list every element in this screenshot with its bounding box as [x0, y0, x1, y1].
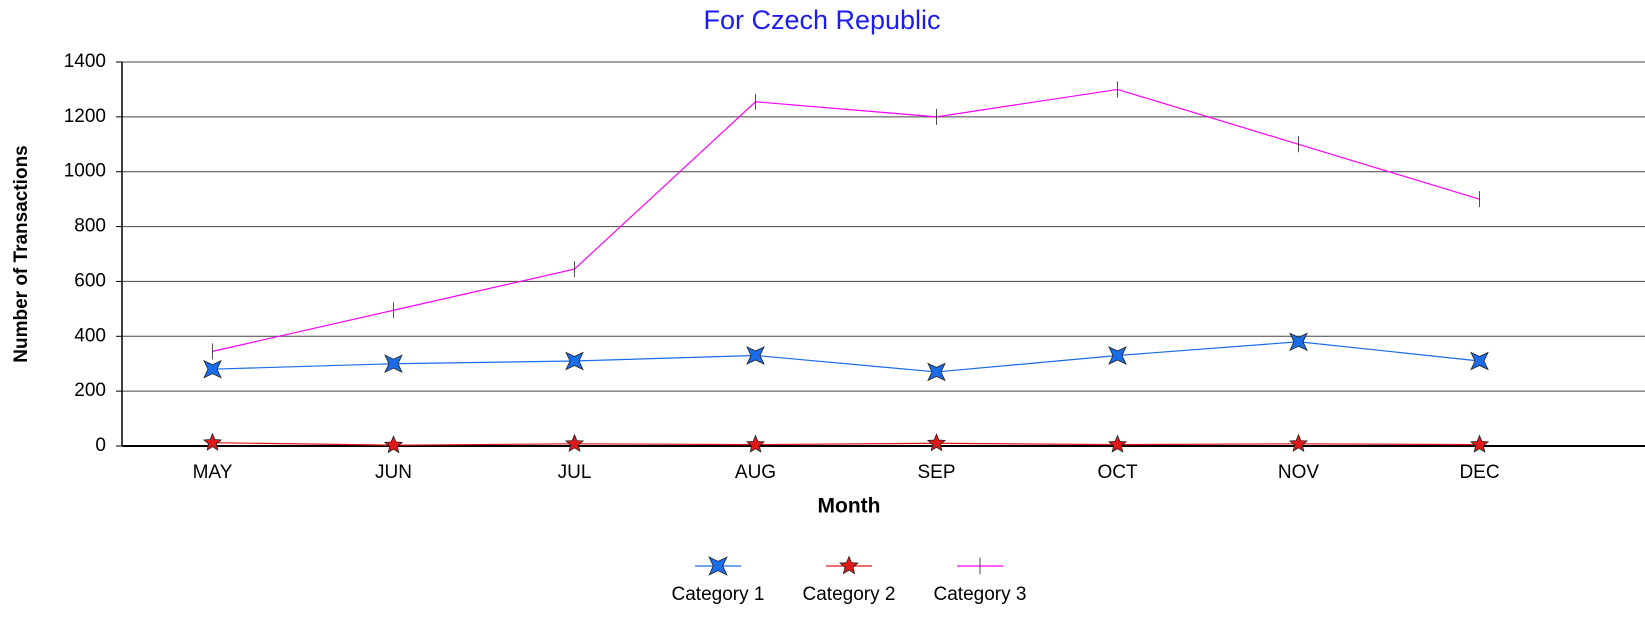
marker — [202, 432, 223, 451]
marker — [1469, 434, 1490, 453]
y-tick-label: 400 — [74, 325, 106, 346]
series-line — [212, 88, 1480, 352]
y-tick-label: 0 — [95, 435, 106, 456]
series-line — [212, 341, 1480, 373]
series-line — [212, 442, 1480, 446]
y-tick-label: 1000 — [64, 161, 106, 182]
marker — [384, 354, 403, 374]
y-axis-label: Number of Transactions — [11, 145, 32, 363]
x-tick-label: NOV — [1278, 462, 1320, 483]
marker — [1108, 346, 1127, 365]
marker — [926, 433, 947, 452]
marker — [927, 362, 946, 382]
x-tick-label: DEC — [1459, 462, 1499, 483]
x-tick-label: JUL — [558, 462, 592, 483]
x-tick-label: SEP — [917, 462, 955, 483]
y-tick-label: 600 — [74, 270, 106, 291]
marker — [203, 359, 222, 379]
marker — [565, 351, 584, 371]
y-tick-label: 1400 — [64, 51, 106, 72]
y-tick-label: 800 — [74, 216, 106, 237]
x-axis-label: Month — [818, 495, 881, 518]
marker — [1107, 434, 1128, 453]
marker — [1470, 351, 1489, 371]
chart-title: For Czech Republic — [703, 5, 940, 35]
marker — [1288, 433, 1309, 452]
marker — [564, 433, 585, 452]
marker — [383, 435, 404, 454]
legend-marker — [838, 555, 860, 575]
legend-label: Category 2 — [803, 584, 896, 605]
x-tick-label: OCT — [1097, 462, 1138, 483]
marker — [1289, 332, 1308, 352]
y-tick-label: 1200 — [64, 106, 106, 127]
marker — [746, 346, 765, 365]
legend-label: Category 3 — [934, 584, 1027, 605]
y-tick-label: 200 — [74, 380, 106, 401]
legend-marker — [708, 556, 728, 576]
marker — [745, 434, 766, 453]
x-tick-label: MAY — [193, 462, 233, 483]
legend-label: Category 1 — [672, 584, 765, 605]
x-tick-label: AUG — [735, 462, 776, 483]
x-tick-label: JUN — [375, 462, 412, 483]
